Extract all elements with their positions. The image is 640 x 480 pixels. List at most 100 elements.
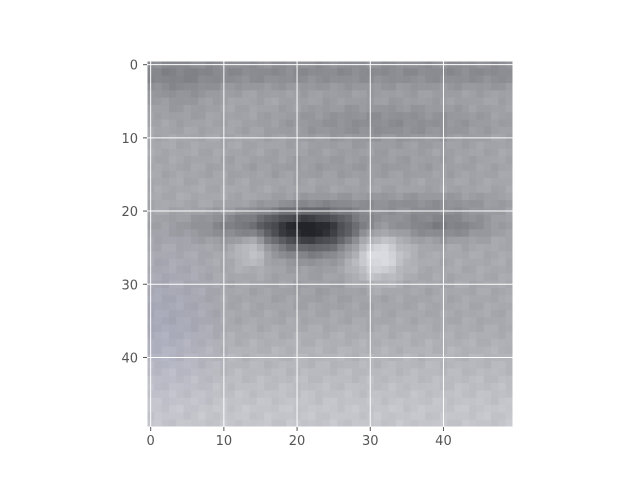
- image-pixel: [395, 126, 404, 135]
- image-pixel: [498, 214, 507, 223]
- image-pixel: [454, 126, 463, 135]
- image-pixel: [498, 244, 507, 252]
- image-pixel: [212, 229, 221, 238]
- image-pixel: [373, 236, 382, 245]
- image-pixel: [359, 68, 368, 77]
- image-pixel: [278, 295, 287, 304]
- image-pixel: [432, 112, 441, 121]
- image-pixel: [322, 214, 331, 223]
- image-pixel: [505, 192, 513, 201]
- image-pixel: [476, 412, 485, 421]
- image-pixel: [315, 287, 324, 296]
- image-pixel: [322, 258, 331, 267]
- image-pixel: [154, 339, 163, 348]
- image-pixel: [381, 265, 390, 274]
- image-pixel: [381, 273, 390, 282]
- image-pixel: [417, 383, 426, 391]
- image-pixel: [491, 273, 499, 282]
- image-pixel: [249, 126, 258, 135]
- image-pixel: [168, 170, 177, 179]
- image-pixel: [381, 185, 390, 194]
- image-pixel: [234, 265, 243, 274]
- image-pixel: [212, 178, 221, 187]
- image-pixel: [322, 229, 331, 238]
- image-pixel: [271, 346, 280, 355]
- image-pixel: [176, 317, 185, 326]
- image-pixel: [447, 104, 456, 113]
- image-pixel: [308, 126, 316, 135]
- image-pixel: [234, 156, 243, 165]
- image-pixel: [395, 397, 404, 406]
- image-pixel: [454, 331, 463, 340]
- image-pixel: [410, 339, 419, 348]
- image-pixel: [403, 148, 412, 157]
- image-pixel: [190, 141, 199, 150]
- image-pixel: [330, 251, 338, 260]
- image-pixel: [242, 419, 251, 427]
- image-pixel: [498, 412, 507, 421]
- image-pixel: [425, 258, 434, 267]
- image-pixel: [190, 375, 199, 384]
- image-pixel: [388, 419, 397, 427]
- image-pixel: [447, 141, 456, 150]
- image-pixel: [417, 390, 426, 399]
- image-pixel: [337, 170, 346, 179]
- image-pixel: [498, 397, 507, 406]
- image-pixel: [198, 229, 207, 238]
- image-pixel: [425, 339, 434, 348]
- image-pixel: [330, 236, 338, 245]
- image-pixel: [395, 148, 404, 157]
- image-pixel: [344, 126, 353, 135]
- image-pixel: [410, 295, 419, 304]
- image-pixel: [242, 68, 251, 77]
- image-pixel: [476, 331, 485, 340]
- image-pixel: [410, 75, 419, 84]
- image-pixel: [461, 75, 470, 84]
- image-pixel: [322, 383, 331, 391]
- image-pixel: [176, 265, 185, 274]
- image-pixel: [447, 68, 456, 77]
- image-pixel: [198, 405, 207, 413]
- image-pixel: [410, 273, 419, 282]
- image-pixel: [447, 317, 456, 326]
- image-pixel: [432, 97, 441, 106]
- image-pixel: [227, 112, 236, 121]
- image-pixel: [198, 156, 207, 165]
- image-pixel: [505, 375, 513, 384]
- image-pixel: [337, 251, 346, 260]
- image-pixel: [330, 346, 338, 355]
- image-pixel: [154, 90, 163, 99]
- image-pixel: [461, 214, 470, 223]
- image-pixel: [315, 397, 324, 406]
- image-pixel: [359, 156, 368, 165]
- image-pixel: [300, 170, 309, 179]
- image-pixel: [212, 90, 221, 99]
- image-pixel: [454, 346, 463, 355]
- image-pixel: [330, 412, 338, 421]
- image-pixel: [278, 419, 287, 427]
- image-pixel: [425, 163, 434, 172]
- image-pixel: [322, 192, 331, 201]
- image-pixel: [286, 397, 294, 406]
- image-pixel: [432, 265, 441, 274]
- image-pixel: [403, 287, 412, 296]
- image-pixel: [249, 163, 258, 172]
- image-pixel: [249, 97, 258, 106]
- image-pixel: [476, 236, 485, 245]
- image-pixel: [278, 141, 287, 150]
- image-pixel: [234, 295, 243, 304]
- image-pixel: [395, 244, 404, 252]
- image-pixel: [278, 331, 287, 340]
- image-pixel: [395, 302, 404, 311]
- image-pixel: [315, 112, 324, 121]
- image-pixel: [337, 265, 346, 274]
- image-pixel: [381, 346, 390, 355]
- image-pixel: [461, 258, 470, 267]
- image-pixel: [183, 75, 192, 84]
- image-pixel: [176, 200, 185, 208]
- image-pixel: [483, 368, 492, 377]
- image-pixel: [205, 178, 214, 187]
- image-pixel: [425, 346, 434, 355]
- image-pixel: [242, 200, 251, 208]
